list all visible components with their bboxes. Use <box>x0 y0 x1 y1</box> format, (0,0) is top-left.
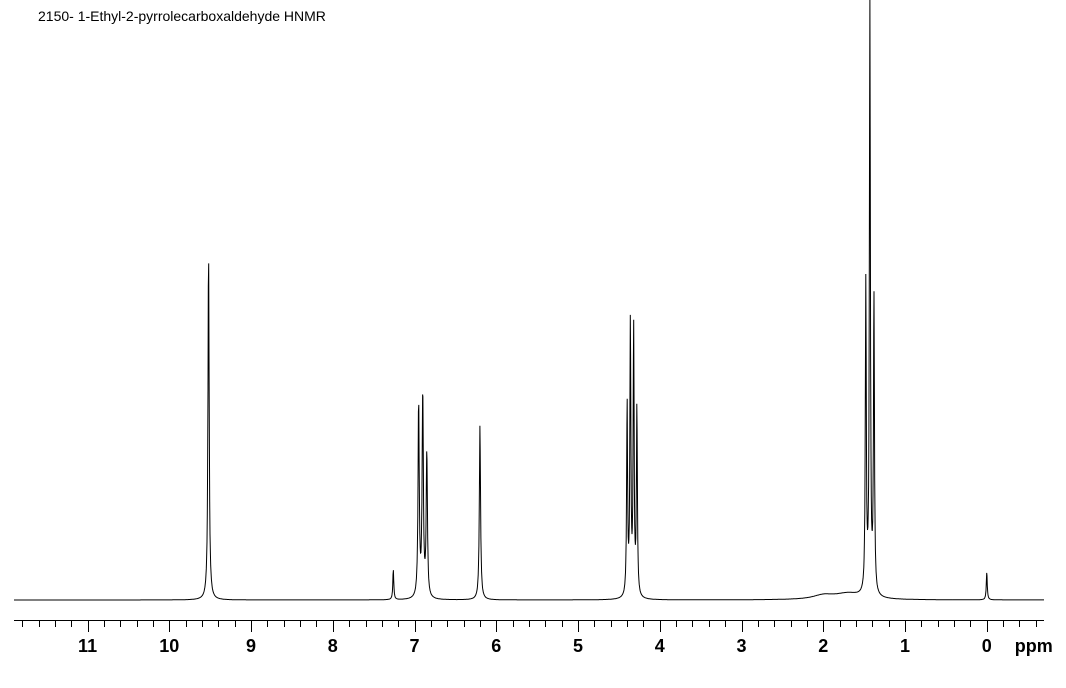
tick-minor <box>807 620 808 627</box>
tick-major <box>88 620 89 632</box>
tick-label: 9 <box>246 636 256 657</box>
tick-minor <box>464 620 465 627</box>
tick-major <box>169 620 170 632</box>
tick-minor <box>1003 620 1004 627</box>
tick-minor <box>366 620 367 627</box>
tick-minor <box>725 620 726 627</box>
tick-minor <box>316 620 317 627</box>
tick-minor <box>235 620 236 627</box>
tick-major <box>742 620 743 632</box>
tick-minor <box>872 620 873 627</box>
tick-minor <box>300 620 301 627</box>
tick-minor <box>545 620 546 627</box>
tick-minor <box>921 620 922 627</box>
x-axis: 11109876543210 ppm <box>14 620 1044 670</box>
tick-label: 5 <box>573 636 583 657</box>
tick-minor <box>954 620 955 627</box>
tick-label: 4 <box>655 636 665 657</box>
tick-minor <box>284 620 285 627</box>
tick-minor <box>611 620 612 627</box>
tick-minor <box>137 620 138 627</box>
tick-label: 2 <box>818 636 828 657</box>
tick-minor <box>55 620 56 627</box>
tick-minor <box>22 620 23 627</box>
tick-minor <box>676 620 677 627</box>
tick-minor <box>153 620 154 627</box>
tick-minor <box>758 620 759 627</box>
tick-minor <box>529 620 530 627</box>
tick-minor <box>349 620 350 627</box>
tick-minor <box>202 620 203 627</box>
tick-minor <box>480 620 481 627</box>
tick-minor <box>431 620 432 627</box>
tick-major <box>333 620 334 632</box>
tick-minor <box>938 620 939 627</box>
tick-minor <box>120 620 121 627</box>
spectrum-trace <box>14 0 1044 605</box>
tick-major <box>578 620 579 632</box>
tick-minor <box>382 620 383 627</box>
tick-label: 11 <box>78 636 97 657</box>
tick-label: 0 <box>982 636 992 657</box>
tick-label: 8 <box>328 636 338 657</box>
tick-minor <box>1036 620 1037 627</box>
axis-unit-label: ppm <box>1015 636 1053 657</box>
tick-minor <box>398 620 399 627</box>
tick-label: 6 <box>491 636 501 657</box>
tick-minor <box>267 620 268 627</box>
tick-minor <box>71 620 72 627</box>
tick-minor <box>513 620 514 627</box>
tick-major <box>905 620 906 632</box>
tick-minor <box>643 620 644 627</box>
tick-label: 3 <box>737 636 747 657</box>
tick-minor <box>1019 620 1020 627</box>
tick-minor <box>104 620 105 627</box>
tick-major <box>660 620 661 632</box>
spectrum-plot <box>14 0 1044 605</box>
tick-minor <box>447 620 448 627</box>
tick-major <box>823 620 824 632</box>
tick-minor <box>889 620 890 627</box>
tick-minor <box>774 620 775 627</box>
tick-minor <box>692 620 693 627</box>
tick-major <box>251 620 252 632</box>
tick-minor <box>627 620 628 627</box>
tick-minor <box>562 620 563 627</box>
tick-minor <box>186 620 187 627</box>
tick-minor <box>39 620 40 627</box>
tick-minor <box>856 620 857 627</box>
tick-minor <box>791 620 792 627</box>
tick-minor <box>970 620 971 627</box>
tick-label: 10 <box>159 636 179 657</box>
tick-major <box>415 620 416 632</box>
tick-major <box>987 620 988 632</box>
tick-minor <box>840 620 841 627</box>
tick-label: 1 <box>900 636 910 657</box>
tick-label: 7 <box>410 636 420 657</box>
tick-major <box>496 620 497 632</box>
tick-minor <box>218 620 219 627</box>
tick-minor <box>594 620 595 627</box>
tick-minor <box>709 620 710 627</box>
